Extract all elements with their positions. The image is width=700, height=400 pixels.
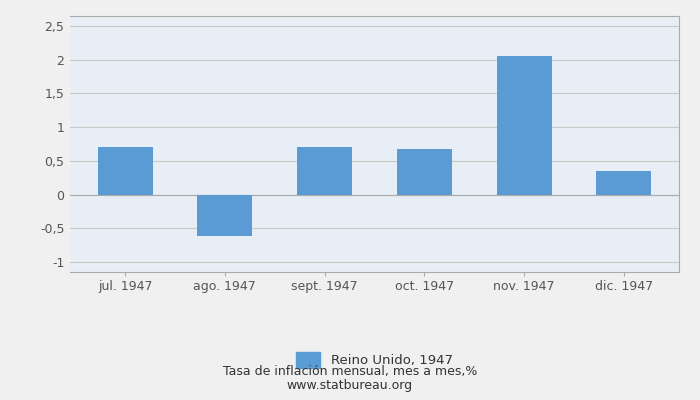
Bar: [298, 147, 352, 194]
Bar: [397, 149, 452, 194]
Legend: Reino Unido, 1947: Reino Unido, 1947: [291, 347, 458, 373]
Text: Tasa de inflación mensual, mes a mes,%: Tasa de inflación mensual, mes a mes,%: [223, 366, 477, 378]
Bar: [497, 56, 552, 194]
Bar: [596, 171, 651, 194]
Text: www.statbureau.org: www.statbureau.org: [287, 380, 413, 392]
Bar: [197, 194, 252, 236]
Bar: [98, 147, 153, 194]
